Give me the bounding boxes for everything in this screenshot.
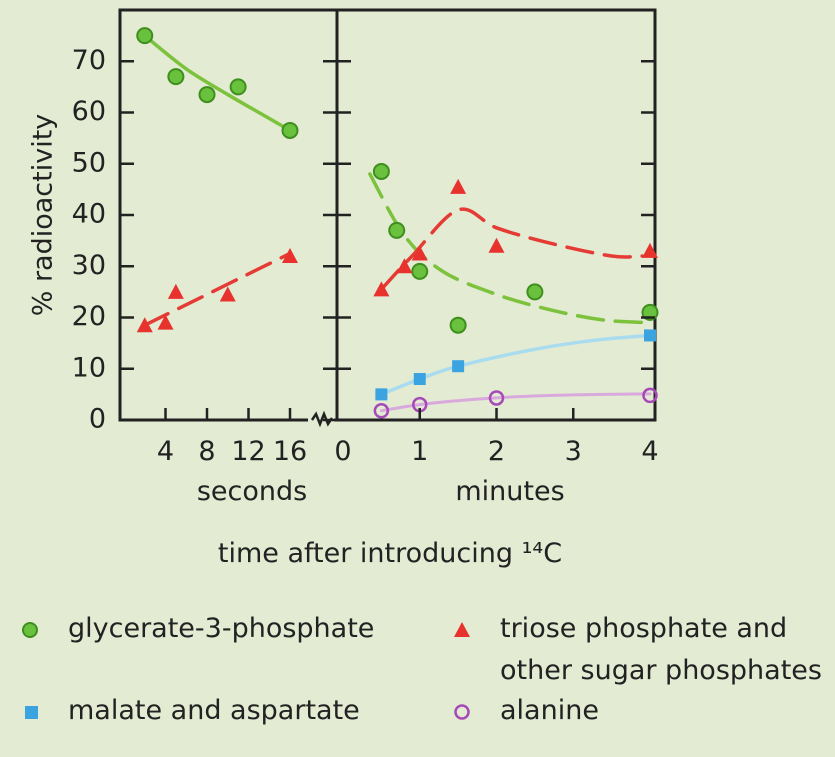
x-axis-label-seconds: seconds: [197, 476, 307, 507]
x-tick-label-minutes: 4: [641, 436, 658, 467]
panel-frame-seconds: [118, 8, 339, 422]
legend-label-alanine: alanine: [500, 695, 599, 726]
fit-line-malate-minutes: [379, 333, 652, 397]
legend-marker-malate: [22, 703, 42, 723]
data-point-triose: [396, 258, 413, 274]
data-point-g3p: [281, 121, 299, 139]
legend-label-g3p: glycerate-3-phosphate: [68, 613, 375, 644]
x-tick-label-seconds: 16: [273, 436, 307, 467]
x-tick-label-minutes: 1: [411, 436, 428, 467]
fit-line-g3p-seconds: [143, 33, 292, 133]
data-point-g3p: [526, 283, 544, 301]
data-point-triose: [450, 178, 467, 194]
data-point-triose: [157, 314, 174, 330]
legend-label-triose: triose phosphate and: [500, 613, 788, 644]
y-tick-label: 0: [89, 404, 106, 435]
data-point-alanine: [373, 403, 390, 419]
y-tick-label: 50: [72, 147, 106, 178]
data-point-g3p: [388, 221, 406, 239]
data-point-malate: [452, 360, 465, 373]
data-point-g3p: [136, 27, 154, 45]
y-tick-label: 30: [72, 250, 106, 281]
data-point-g3p: [229, 78, 247, 96]
fit-line-alanine-minutes: [379, 392, 652, 413]
data-point-malate: [413, 373, 426, 385]
data-point-triose: [219, 286, 236, 302]
data-point-triose: [167, 283, 184, 299]
data-point-alanine: [642, 387, 658, 404]
y-tick-label: 60: [72, 96, 106, 127]
data-point-triose: [136, 317, 153, 333]
data-point-triose: [642, 242, 658, 258]
y-tick-label: 20: [72, 301, 106, 332]
data-point-triose: [373, 281, 390, 297]
x-axis-label-minutes: minutes: [455, 476, 564, 507]
fit-line-triose-minutes: [379, 207, 645, 292]
data-point-g3p: [641, 303, 659, 321]
x-axis-title: time after introducing ¹⁴C: [218, 538, 562, 569]
x-tick-label-seconds: 4: [157, 436, 174, 467]
legend-marker-alanine: [452, 702, 472, 722]
x-tick-label-minutes: 0: [334, 436, 351, 467]
data-point-g3p: [198, 86, 216, 104]
data-point-triose: [282, 248, 298, 263]
data-point-malate: [644, 329, 656, 342]
data-point-triose: [488, 237, 505, 253]
legend-label-triose-2: other sugar phosphates: [500, 655, 822, 686]
axis-break-mark: [310, 410, 334, 428]
data-point-g3p: [372, 162, 390, 180]
y-tick-label: 10: [72, 352, 106, 383]
data-point-g3p: [167, 68, 185, 86]
legend-label-malate: malate and aspartate: [68, 695, 360, 726]
legend-marker-g3p: [20, 620, 40, 640]
y-axis-label: % radioactivity: [28, 114, 59, 317]
data-point-malate: [375, 388, 388, 401]
legend-marker-triose: [452, 620, 472, 640]
fit-line-triose-seconds: [143, 251, 292, 327]
data-point-g3p: [411, 262, 429, 280]
y-tick-label: 40: [72, 199, 106, 230]
data-point-alanine: [488, 390, 505, 406]
x-tick-label-minutes: 3: [565, 436, 582, 467]
x-tick-label-seconds: 8: [198, 436, 215, 467]
fit-line-g3p-minutes: [368, 172, 652, 325]
data-point-triose: [411, 245, 428, 261]
y-tick-label: 70: [72, 45, 106, 76]
x-tick-label-minutes: 2: [488, 436, 505, 467]
data-point-g3p: [449, 316, 467, 334]
x-tick-label-seconds: 12: [231, 436, 265, 467]
